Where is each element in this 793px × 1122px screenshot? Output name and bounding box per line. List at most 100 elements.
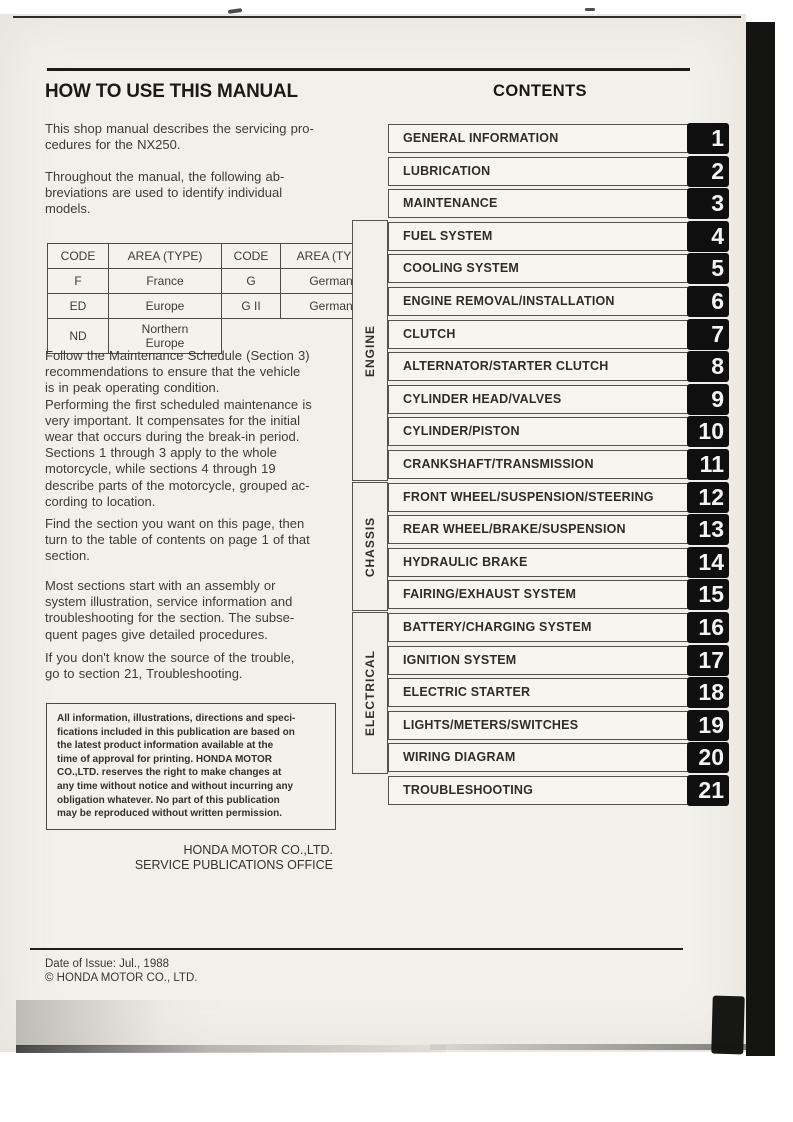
- toc-tab-number: 3: [687, 188, 729, 219]
- footer-rule: [30, 948, 683, 950]
- publisher-line2: SERVICE PUBLICATIONS OFFICE: [134, 857, 333, 872]
- toc-tab-number: 5: [687, 253, 729, 284]
- table-row: ND Northern Europe: [47, 318, 388, 354]
- toc-tab-number: 20: [687, 742, 729, 773]
- cell-area: Europe: [108, 293, 222, 319]
- group-label-electrical: ELECTRICAL: [363, 650, 377, 736]
- scan-shadow-bottom-left: [16, 1000, 221, 1046]
- toc-row-front-wheel: FRONT WHEEL/SUSPENSION/STEERING: [388, 483, 690, 512]
- cell-code: ED: [47, 293, 109, 319]
- toc-tab-number: 18: [687, 677, 729, 708]
- toc-item-label: IGNITION SYSTEM: [403, 653, 517, 667]
- toc-tab-number: 12: [687, 482, 729, 513]
- toc-item-label: MAINTENANCE: [403, 196, 498, 210]
- col-header-code-1: CODE: [47, 243, 109, 269]
- toc-tab-number: 11: [687, 449, 729, 480]
- footer-copyright: © HONDA MOTOR CO., LTD.: [45, 972, 198, 984]
- toc-row-troubleshooting: TROUBLESHOOTING: [388, 776, 690, 805]
- page-title: HOW TO USE THIS MANUAL: [45, 80, 298, 102]
- toc-tab-number: 21: [687, 775, 729, 806]
- toc-row-crankshaft: CRANKSHAFT/TRANSMISSION: [388, 450, 690, 479]
- toc-item-label: CLUTCH: [403, 327, 456, 341]
- cell-area: Northern Europe: [108, 318, 222, 354]
- toc-tab-number: 14: [687, 547, 729, 578]
- toc-item-label: LIGHTS/METERS/SWITCHES: [403, 718, 579, 732]
- cell-code: G: [221, 268, 281, 294]
- toc-row-cylinder-piston: CYLINDER/PISTON: [388, 417, 690, 446]
- toc-item-label: LUBRICATION: [403, 164, 491, 178]
- footer-date: Date of Issue: Jul., 1988: [45, 958, 170, 970]
- group-bracket-engine: ENGINE: [352, 220, 388, 481]
- cell-code: F: [47, 268, 109, 294]
- toc-tab-number: 7: [687, 319, 729, 350]
- page-bottom-edge-right: [430, 1044, 746, 1050]
- toc-item-label: FUEL SYSTEM: [403, 229, 493, 243]
- table-header-row: CODE AREA (TYPE) CODE AREA (TYPE): [47, 243, 388, 269]
- scan-speck: [585, 8, 595, 11]
- table-row: ED Europe G II Germany: [47, 293, 388, 319]
- intro-paragraph-1: This shop manual describes the servicing…: [45, 121, 314, 153]
- toc-item-label: WIRING DIAGRAM: [403, 750, 516, 764]
- col-header-area-1: AREA (TYPE): [108, 243, 222, 269]
- toc-row-engine-removal: ENGINE REMOVAL/INSTALLATION: [388, 287, 690, 316]
- toc-item-label: FRONT WHEEL/SUSPENSION/STEERING: [403, 490, 654, 504]
- group-label-chassis: CHASSIS: [363, 516, 377, 577]
- toc-tab-number: 9: [687, 384, 729, 415]
- toc-row-cooling-system: COOLING SYSTEM: [388, 254, 690, 283]
- col-header-code-2: CODE: [221, 243, 281, 269]
- code-area-table: CODE AREA (TYPE) CODE AREA (TYPE) F Fran…: [47, 243, 388, 354]
- toc-tab-number: 2: [687, 156, 729, 187]
- toc-tab-number: 10: [687, 416, 729, 447]
- page-bottom-edge-left: [16, 1045, 446, 1053]
- contents-title: CONTENTS: [493, 82, 587, 100]
- toc-tab-number: 17: [687, 645, 729, 676]
- toc-row-fairing-exhaust: FAIRING/EXHAUST SYSTEM: [388, 580, 690, 609]
- toc-item-label: CYLINDER/PISTON: [403, 424, 520, 438]
- toc-item-label: FAIRING/EXHAUST SYSTEM: [403, 587, 577, 601]
- notice-text: All information, illustrations, directio…: [57, 713, 296, 820]
- toc-row-wiring-diagram: WIRING DIAGRAM: [388, 743, 690, 772]
- body-paragraph-troubleshooting: If you don't know the source of the trou…: [45, 650, 295, 682]
- toc-tab-number: 19: [687, 710, 729, 741]
- toc-row-electric-starter: ELECTRIC STARTER: [388, 678, 690, 707]
- top-rule: [13, 16, 741, 18]
- cell-area: France: [108, 268, 222, 294]
- toc-item-label: CYLINDER HEAD/VALVES: [403, 392, 562, 406]
- body-paragraph-find-section: Find the section you want on this page, …: [45, 516, 310, 564]
- group-bracket-electrical: ELECTRICAL: [352, 612, 388, 774]
- toc-row-hydraulic-brake: HYDRAULIC BRAKE: [388, 548, 690, 577]
- body-paragraph-maintenance: Follow the Maintenance Schedule (Section…: [45, 348, 312, 509]
- cell-code: ND: [47, 318, 109, 354]
- toc-row-fuel-system: FUEL SYSTEM: [388, 222, 690, 251]
- toc-row-lubrication: LUBRICATION: [388, 157, 690, 186]
- toc-item-label: BATTERY/CHARGING SYSTEM: [403, 620, 592, 634]
- toc-tab-number: 15: [687, 579, 729, 610]
- header-rule: [47, 68, 690, 71]
- toc-row-general-information: GENERAL INFORMATION: [388, 124, 690, 153]
- cell-code: G II: [221, 293, 281, 319]
- table-row: F France G Germany: [47, 268, 388, 294]
- toc-tab-number: 13: [687, 514, 729, 545]
- group-bracket-chassis: CHASSIS: [352, 482, 388, 611]
- toc-row-cylinder-head: CYLINDER HEAD/VALVES: [388, 385, 690, 414]
- toc-row-lights-meters: LIGHTS/METERS/SWITCHES: [388, 711, 690, 740]
- toc-tab-number: 4: [687, 221, 729, 252]
- toc-item-label: CRANKSHAFT/TRANSMISSION: [403, 457, 594, 471]
- toc-tab-number: 6: [687, 286, 729, 317]
- footer-block: Date of Issue: Jul., 1988 © HONDA MOTOR …: [45, 957, 197, 985]
- toc-tab-number: 1: [687, 123, 729, 154]
- toc-row-rear-wheel: REAR WHEEL/BRAKE/SUSPENSION: [388, 515, 690, 544]
- toc-tab-number: 8: [687, 351, 729, 382]
- toc-item-label: ENGINE REMOVAL/INSTALLATION: [403, 294, 615, 308]
- publisher-line1: HONDA MOTOR CO.,LTD.: [183, 843, 333, 857]
- toc-tab-number: 16: [687, 612, 729, 643]
- notice-box: All information, illustrations, directio…: [46, 703, 336, 830]
- toc-item-label: COOLING SYSTEM: [403, 261, 520, 275]
- publisher-block: HONDA MOTOR CO.,LTD. SERVICE PUBLICATION…: [45, 843, 333, 872]
- toc-row-alternator: ALTERNATOR/STARTER CLUTCH: [388, 352, 690, 381]
- toc-row-clutch: CLUTCH: [388, 320, 690, 349]
- toc-item-label: ALTERNATOR/STARTER CLUTCH: [403, 359, 609, 373]
- body-paragraph-most-sections: Most sections start with an assembly or …: [45, 578, 295, 642]
- toc-item-label: GENERAL INFORMATION: [403, 131, 559, 145]
- toc-row-maintenance: MAINTENANCE: [388, 189, 690, 218]
